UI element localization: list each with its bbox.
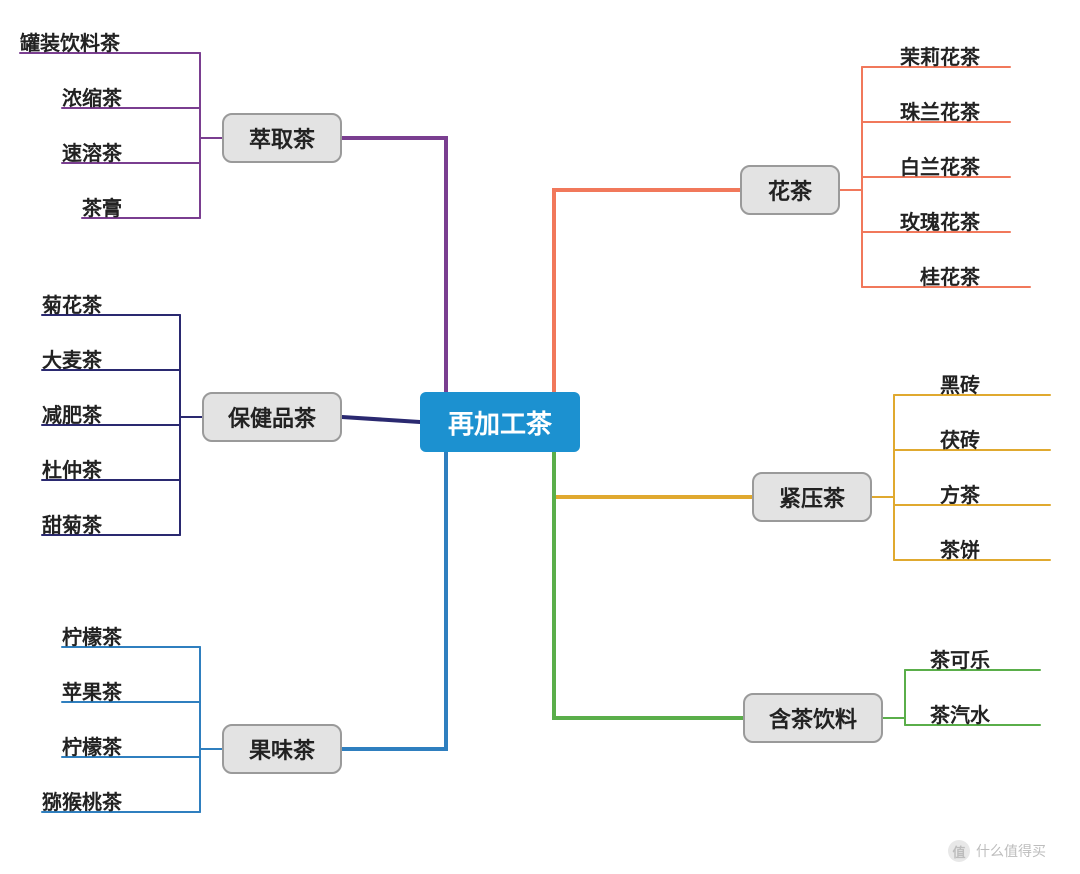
leaf-beverage-1: 茶汽水 [930, 693, 1070, 733]
branch-flower: 花茶 [740, 165, 840, 215]
leaf-extract-2: 速溶茶 [62, 131, 202, 171]
leaf-extract-3: 茶膏 [82, 186, 222, 226]
leaf-health-1: 大麦茶 [42, 338, 182, 378]
leaf-extract-0: 罐装饮料茶 [20, 21, 160, 61]
leaf-flower-2: 白兰花茶 [900, 145, 1040, 185]
leaf-health-4: 甜菊茶 [42, 503, 182, 543]
watermark-text: 什么值得买 [976, 841, 1046, 861]
leaf-flower-1: 珠兰花茶 [900, 90, 1040, 130]
leaf-compressed-1: 茯砖 [940, 418, 1080, 458]
branch-health: 保健品茶 [202, 392, 342, 442]
leaf-compressed-3: 茶饼 [940, 528, 1080, 568]
leaf-flower-4: 桂花茶 [920, 255, 1060, 295]
branch-extract: 萃取茶 [222, 113, 342, 163]
leaf-health-0: 菊花茶 [42, 283, 182, 323]
leaf-compressed-2: 方茶 [940, 473, 1080, 513]
watermark: 值 什么值得买 [948, 840, 1046, 862]
root-node: 再加工茶 [420, 392, 580, 452]
leaf-health-2: 减肥茶 [42, 393, 182, 433]
leaf-flower-0: 茉莉花茶 [900, 35, 1040, 75]
branch-compressed: 紧压茶 [752, 472, 872, 522]
watermark-badge-icon: 值 [948, 840, 970, 862]
leaf-flower-3: 玫瑰花茶 [900, 200, 1040, 240]
leaf-health-3: 杜仲茶 [42, 448, 182, 488]
leaf-fruit-3: 猕猴桃茶 [42, 780, 182, 820]
branch-fruit: 果味茶 [222, 724, 342, 774]
branch-beverage: 含茶饮料 [743, 693, 883, 743]
leaf-fruit-0: 柠檬茶 [62, 615, 202, 655]
leaf-beverage-0: 茶可乐 [930, 638, 1070, 678]
leaf-extract-1: 浓缩茶 [62, 76, 202, 116]
leaf-fruit-2: 柠檬茶 [62, 725, 202, 765]
leaf-fruit-1: 苹果茶 [62, 670, 202, 710]
leaf-compressed-0: 黑砖 [940, 363, 1080, 403]
